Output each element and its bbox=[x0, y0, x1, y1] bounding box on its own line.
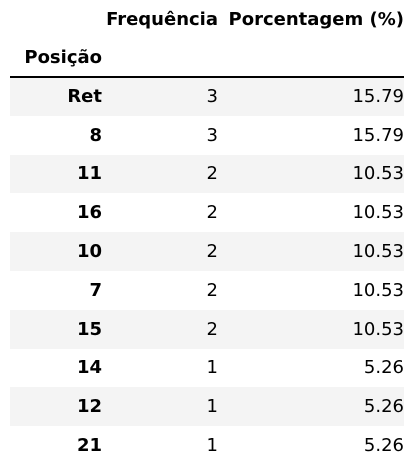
cell-frequencia: 1 bbox=[206, 396, 218, 418]
row-label: 14 bbox=[76, 357, 102, 379]
index-header-row: Posição bbox=[10, 38, 404, 78]
table-row: 21 1 5.26 bbox=[10, 426, 404, 465]
cell-frequencia: 3 bbox=[206, 86, 218, 108]
corner-header bbox=[10, 0, 102, 38]
table-row: 14 1 5.26 bbox=[10, 348, 404, 388]
cell-porcentagem: 10.53 bbox=[352, 279, 404, 301]
cell-frequencia: 2 bbox=[206, 163, 218, 185]
index-header-blank bbox=[102, 38, 218, 78]
row-label: Ret bbox=[67, 86, 102, 108]
cell-porcentagem: 15.79 bbox=[352, 124, 404, 146]
table-row: 16 2 10.53 bbox=[10, 193, 404, 233]
cell-frequencia: 2 bbox=[206, 202, 218, 224]
cell-frequencia: 1 bbox=[206, 435, 218, 457]
cell-frequencia: 3 bbox=[206, 124, 218, 146]
table-body: Ret 3 15.79 8 3 15.79 11 2 10.53 16 2 10.53 10 2 10.53… bbox=[10, 77, 404, 465]
column-header-row: Frequência Porcentagem (%) bbox=[10, 0, 404, 38]
cell-porcentagem: 10.53 bbox=[352, 202, 404, 224]
cell-porcentagem: 10.53 bbox=[352, 318, 404, 340]
row-label: 21 bbox=[76, 435, 102, 457]
row-label: 15 bbox=[76, 318, 102, 340]
cell-frequencia: 1 bbox=[206, 357, 218, 379]
column-header-porcentagem: Porcentagem (%) bbox=[228, 8, 404, 30]
cell-porcentagem: 15.79 bbox=[352, 86, 404, 108]
table-row: 15 2 10.53 bbox=[10, 309, 404, 349]
table-row: 10 2 10.53 bbox=[10, 232, 404, 271]
row-label: 10 bbox=[76, 241, 102, 263]
index-header-blank bbox=[218, 38, 404, 78]
cell-porcentagem: 10.53 bbox=[352, 163, 404, 185]
table-row: 7 2 10.53 bbox=[10, 270, 404, 310]
cell-porcentagem: 5.26 bbox=[363, 435, 404, 457]
row-label: 12 bbox=[76, 396, 102, 418]
index-header-posicao: Posição bbox=[10, 38, 102, 78]
frequency-table: Frequência Porcentagem (%) Posição Ret 3 1… bbox=[10, 0, 404, 465]
column-header-frequencia: Frequência bbox=[106, 8, 218, 30]
row-label: 7 bbox=[89, 279, 102, 301]
table-row: 12 1 5.26 bbox=[10, 387, 404, 427]
cell-porcentagem: 5.26 bbox=[363, 396, 404, 418]
table-row: 11 2 10.53 bbox=[10, 154, 404, 194]
cell-frequencia: 2 bbox=[206, 318, 218, 340]
table-row: Ret 3 15.79 bbox=[10, 77, 404, 116]
cell-porcentagem: 5.26 bbox=[363, 357, 404, 379]
cell-porcentagem: 10.53 bbox=[352, 241, 404, 263]
cell-frequencia: 2 bbox=[206, 241, 218, 263]
row-label: 11 bbox=[76, 163, 102, 185]
row-label: 8 bbox=[89, 124, 102, 146]
cell-frequencia: 2 bbox=[206, 279, 218, 301]
row-label: 16 bbox=[76, 202, 102, 224]
data-table-container: Frequência Porcentagem (%) Posição Ret 3 1… bbox=[10, 0, 404, 465]
table-row: 8 3 15.79 bbox=[10, 115, 404, 155]
